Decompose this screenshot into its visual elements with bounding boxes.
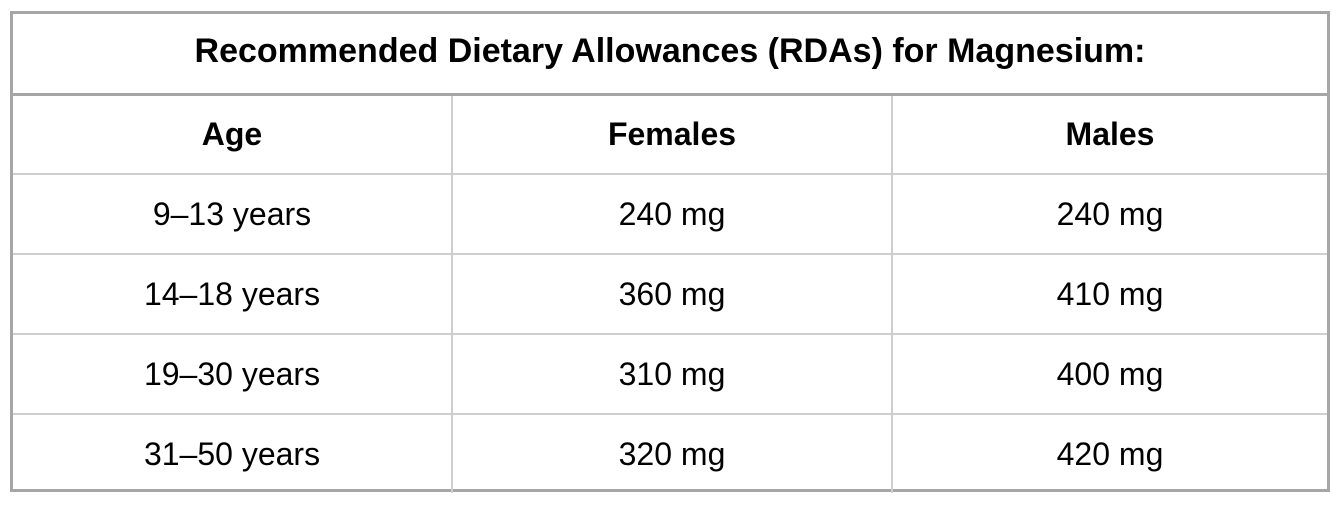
age-cell: 14–18 years	[13, 253, 453, 335]
females-cell: 320 mg	[451, 413, 893, 493]
females-cell: 360 mg	[451, 253, 893, 335]
column-header-females: Females	[451, 96, 893, 175]
males-cell: 410 mg	[891, 253, 1327, 335]
header-row: Age Females Males	[13, 96, 1327, 175]
females-cell: 310 mg	[451, 333, 893, 415]
column-header-age: Age	[13, 96, 453, 175]
females-cell: 240 mg	[451, 173, 893, 255]
table-row: 19–30 years 310 mg 400 mg	[13, 333, 1327, 415]
column-header-males: Males	[891, 96, 1327, 175]
table-row: 14–18 years 360 mg 410 mg	[13, 253, 1327, 335]
table-row: 31–50 years 320 mg 420 mg	[13, 413, 1327, 493]
age-cell: 19–30 years	[13, 333, 453, 415]
males-cell: 420 mg	[891, 413, 1327, 493]
age-cell: 31–50 years	[13, 413, 453, 493]
age-cell: 9–13 years	[13, 173, 453, 255]
table-title: Recommended Dietary Allowances (RDAs) fo…	[13, 14, 1327, 96]
table-row: 9–13 years 240 mg 240 mg	[13, 173, 1327, 255]
males-cell: 400 mg	[891, 333, 1327, 415]
rda-table-frame: Recommended Dietary Allowances (RDAs) fo…	[10, 11, 1330, 493]
rda-table: Age Females Males 9–13 years 240 mg 240 …	[13, 96, 1327, 493]
males-cell: 240 mg	[891, 173, 1327, 255]
